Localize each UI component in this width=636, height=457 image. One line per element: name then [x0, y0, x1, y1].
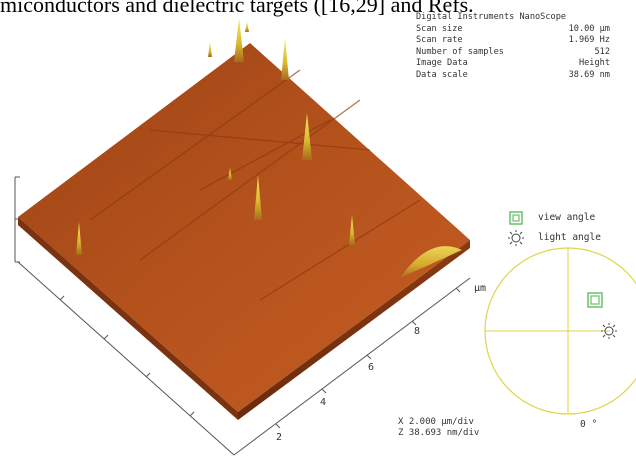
info-header: Digital Instruments NanoScope [416, 12, 567, 22]
legend-view-angle: view angle [538, 212, 596, 223]
axis-unit-label: µm [474, 283, 487, 294]
surface-side-face-left [18, 217, 238, 420]
view-compass [484, 247, 636, 415]
axis-tick-2: 2 [276, 432, 283, 443]
scale-z: Z 38.693 nm/div [398, 428, 480, 438]
light-angle-icon [508, 230, 524, 246]
info-row-scan-rate: Scan rate 1.969 Hz [416, 35, 610, 47]
info-row-data-scale: Data scale 38.69 nm [416, 70, 610, 82]
y-axis [233, 277, 471, 456]
info-value: 38.69 nm [568, 69, 610, 80]
info-label: Image Data [416, 58, 468, 68]
scale-readout: X 2.000 µm/div Z 38.693 nm/div [398, 417, 479, 439]
compass-view-icon [587, 292, 603, 308]
info-label: Scan size [416, 23, 463, 34]
legend-light-angle: light angle [538, 232, 601, 243]
scale-x: X 2.000 µm/div [398, 417, 474, 427]
surface-peaks [76, 18, 462, 278]
info-value: 512 [594, 46, 610, 57]
caption-fragment: miconductors and dielectric targets ([16… [0, 0, 474, 17]
compass-light-icon [601, 323, 617, 339]
view-angle-icon [509, 211, 523, 225]
info-label: Scan rate [416, 35, 463, 45]
surface-top-face [18, 43, 470, 412]
info-row-image-data: Image Data Height [416, 58, 610, 70]
axis-tick-8: 8 [414, 326, 421, 337]
info-label: Number of samples [416, 46, 504, 57]
axis-tick-4: 4 [320, 397, 327, 408]
surface-side-face [238, 240, 470, 420]
info-value: Height [578, 58, 610, 68]
info-label: Data scale [416, 69, 468, 80]
info-value: 1.969 Hz [568, 35, 610, 45]
info-value: 10.00 µm [568, 23, 610, 34]
info-row-scan-size: Scan size 10.00 µm [416, 24, 610, 36]
scan-info-panel: Digital Instruments NanoScope Scan size … [416, 12, 610, 81]
axis-tick-6: 6 [368, 362, 375, 373]
x-axis [17, 261, 235, 456]
z-axis [14, 176, 20, 263]
compass-zero-label: 0 ° [580, 419, 598, 430]
info-row-samples: Number of samples 512 [416, 47, 610, 59]
